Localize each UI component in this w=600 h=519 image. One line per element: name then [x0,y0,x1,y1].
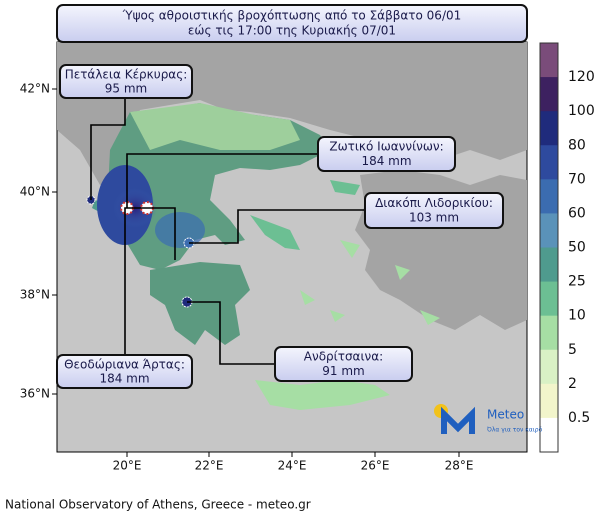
title-line: Ύψος αθροιστικής βροχόπτωσης από το Σάββ… [122,9,462,23]
lat-label: 38°N [20,288,50,302]
lat-label: 40°N [20,185,50,199]
callout-amount: 95 mm [105,81,147,95]
callout-name: Ανδρίτσαινα: [304,350,383,364]
lon-label: 22°E [195,459,224,473]
lon-label: 28°E [445,459,474,473]
lon-label: 24°E [278,459,307,473]
colorbar-segment [540,417,558,453]
callout-name: Ζωτικό Ιωαννίνων: [329,140,443,154]
colorbar-label: 10 [568,308,586,324]
colorbar-segment [540,349,558,385]
colorbar-label: 60 [568,205,586,221]
colorbar-label: 25 [568,274,586,290]
callout-box [317,136,456,172]
colorbar-segment [540,145,558,180]
callout-name: Πετάλεια Κέρκυρας: [65,67,188,81]
colorbar-label: 100 [568,103,595,119]
axis-ticks: 42°N 40°N 38°N 36°N 20°E 22°E 24°E 26°E 28°E [20,82,474,473]
lat-label: 42°N [20,82,50,96]
colorbar-segment [540,213,558,248]
leader-lines [90,98,365,365]
colorbar: 120 100 80 70 60 50 25 10 5 2 0.5 [539,42,595,453]
title-box [56,4,528,43]
logo-name: Meteo [487,408,524,422]
colorbar-label: 0.5 [568,410,590,426]
colorbar-segment [540,383,558,419]
callout-name: Διακόπι Λιδορικίου: [375,196,493,210]
colorbar-frame [539,42,559,453]
colorbar-label: 2 [568,376,577,392]
lon-label: 26°E [361,459,390,473]
callout-amount: 91 mm [322,364,364,378]
colorbar-label: 80 [568,137,586,153]
colorbar-segment [540,315,558,351]
callout-amount: 103 mm [409,211,459,225]
callout-box [364,192,504,229]
colorbar-segment [540,247,558,283]
callout-box [56,354,193,389]
lat-label: 36°N [20,387,50,401]
callout-amount: 184 mm [99,371,149,385]
callout-name: Θεοδώριανα Άρτας: [64,357,185,371]
lon-label: 20°E [113,459,142,473]
logo-slogan: Όλα για τον καιρό [486,427,543,434]
colorbar-segment [540,281,558,317]
footer: National Observatory of Athens, Greece -… [5,498,311,512]
colorbar-label: 5 [568,342,577,358]
colorbar-label: 50 [568,240,586,256]
colorbar-label: 120 [568,69,595,85]
colorbar-segment [540,111,558,146]
logo: Meteo Όλα για τον καιρό [434,404,543,434]
colorbar-segment [540,77,558,112]
title-line: εώς τις 17:00 της Κυριακής 07/01 [188,24,396,38]
callouts: Πετάλεια Κέρκυρας:95 mm Ζωτικό Ιωαννίνων:… [56,64,504,389]
colorbar-segment [540,43,558,78]
colorbar-segment [540,179,558,214]
colorbar-label: 70 [568,171,586,187]
callout-box [274,346,413,382]
callout-box [59,64,193,99]
callout-amount: 184 mm [361,154,411,168]
